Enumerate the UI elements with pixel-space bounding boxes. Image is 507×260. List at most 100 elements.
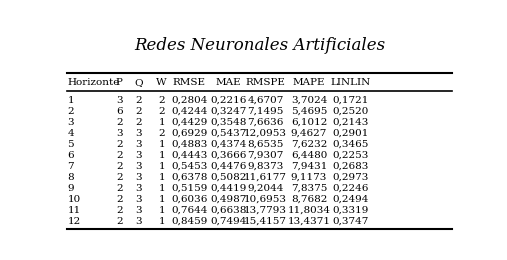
Text: 2: 2 bbox=[136, 107, 142, 116]
Text: 2: 2 bbox=[116, 206, 123, 215]
Text: 2: 2 bbox=[116, 195, 123, 204]
Text: 13,4371: 13,4371 bbox=[287, 217, 331, 226]
Text: 0,3747: 0,3747 bbox=[332, 217, 369, 226]
Text: 0,8459: 0,8459 bbox=[171, 217, 207, 226]
Text: 7,9431: 7,9431 bbox=[291, 162, 327, 171]
Text: 6: 6 bbox=[116, 107, 123, 116]
Text: RMSE: RMSE bbox=[172, 78, 206, 87]
Text: 15,4157: 15,4157 bbox=[244, 217, 287, 226]
Text: 12: 12 bbox=[67, 217, 81, 226]
Text: 3: 3 bbox=[136, 206, 142, 215]
Text: 6,1012: 6,1012 bbox=[291, 118, 327, 127]
Text: 7: 7 bbox=[67, 162, 74, 171]
Text: 0,2901: 0,2901 bbox=[332, 129, 369, 138]
Text: 2: 2 bbox=[136, 118, 142, 127]
Text: 5,4695: 5,4695 bbox=[291, 107, 327, 116]
Text: 0,2216: 0,2216 bbox=[210, 96, 246, 105]
Text: 10: 10 bbox=[67, 195, 81, 204]
Text: 8,6535: 8,6535 bbox=[247, 140, 284, 149]
Text: 3: 3 bbox=[136, 184, 142, 193]
Text: 7,8375: 7,8375 bbox=[291, 184, 327, 193]
Text: 0,2494: 0,2494 bbox=[332, 195, 369, 204]
Text: 7,1495: 7,1495 bbox=[247, 107, 284, 116]
Text: 1: 1 bbox=[158, 195, 165, 204]
Text: MAE: MAE bbox=[215, 78, 241, 87]
Text: 2: 2 bbox=[158, 129, 165, 138]
Text: 1: 1 bbox=[158, 151, 165, 160]
Text: 1: 1 bbox=[67, 96, 74, 105]
Text: 0,3465: 0,3465 bbox=[332, 140, 369, 149]
Text: 0,2143: 0,2143 bbox=[332, 118, 369, 127]
Text: 0,4476: 0,4476 bbox=[210, 162, 246, 171]
Text: 4: 4 bbox=[67, 129, 74, 138]
Text: 2: 2 bbox=[67, 107, 74, 116]
Text: 0,7644: 0,7644 bbox=[171, 206, 207, 215]
Text: 3: 3 bbox=[136, 151, 142, 160]
Text: 7,6636: 7,6636 bbox=[247, 118, 284, 127]
Text: Q: Q bbox=[135, 78, 143, 87]
Text: 0,6638: 0,6638 bbox=[210, 206, 246, 215]
Text: 8,7682: 8,7682 bbox=[291, 195, 327, 204]
Text: 0,2683: 0,2683 bbox=[332, 162, 369, 171]
Text: 0,5437: 0,5437 bbox=[210, 129, 246, 138]
Text: 6: 6 bbox=[67, 151, 74, 160]
Text: 0,4244: 0,4244 bbox=[171, 107, 207, 116]
Text: 12,0953: 12,0953 bbox=[244, 129, 287, 138]
Text: 0,2520: 0,2520 bbox=[332, 107, 369, 116]
Text: 9,2044: 9,2044 bbox=[247, 184, 284, 193]
Text: 0,2253: 0,2253 bbox=[332, 151, 369, 160]
Text: 0,2804: 0,2804 bbox=[171, 96, 207, 105]
Text: 0,5082: 0,5082 bbox=[210, 173, 246, 182]
Text: 11,8034: 11,8034 bbox=[287, 206, 331, 215]
Text: 7,9307: 7,9307 bbox=[247, 151, 284, 160]
Text: 0,6929: 0,6929 bbox=[171, 129, 207, 138]
Text: 0,6378: 0,6378 bbox=[171, 173, 207, 182]
Text: 0,7494: 0,7494 bbox=[210, 217, 246, 226]
Text: 1: 1 bbox=[158, 118, 165, 127]
Text: 0,4883: 0,4883 bbox=[171, 140, 207, 149]
Text: 1: 1 bbox=[158, 140, 165, 149]
Text: 9,1173: 9,1173 bbox=[291, 173, 327, 182]
Text: 0,3666: 0,3666 bbox=[210, 151, 246, 160]
Text: 3: 3 bbox=[136, 162, 142, 171]
Text: 2: 2 bbox=[136, 96, 142, 105]
Text: 10,6953: 10,6953 bbox=[244, 195, 287, 204]
Text: 0,4419: 0,4419 bbox=[210, 184, 246, 193]
Text: 11,6177: 11,6177 bbox=[244, 173, 287, 182]
Text: 11: 11 bbox=[67, 206, 81, 215]
Text: 9,4627: 9,4627 bbox=[291, 129, 327, 138]
Text: 2: 2 bbox=[116, 151, 123, 160]
Text: W: W bbox=[156, 78, 167, 87]
Text: Redes Neuronales Artificiales: Redes Neuronales Artificiales bbox=[134, 37, 385, 54]
Text: 1: 1 bbox=[158, 184, 165, 193]
Text: 9,8373: 9,8373 bbox=[247, 162, 284, 171]
Text: MAPE: MAPE bbox=[293, 78, 325, 87]
Text: 3: 3 bbox=[136, 217, 142, 226]
Text: 2: 2 bbox=[116, 118, 123, 127]
Text: 3: 3 bbox=[67, 118, 74, 127]
Text: 2: 2 bbox=[158, 107, 165, 116]
Text: 0,6036: 0,6036 bbox=[171, 195, 207, 204]
Text: 0,3548: 0,3548 bbox=[210, 118, 246, 127]
Text: 1: 1 bbox=[158, 206, 165, 215]
Text: 3: 3 bbox=[136, 140, 142, 149]
Text: Horizonte: Horizonte bbox=[67, 78, 120, 87]
Text: 0,4987: 0,4987 bbox=[210, 195, 246, 204]
Text: 6,4480: 6,4480 bbox=[291, 151, 327, 160]
Text: LINLIN: LINLIN bbox=[330, 78, 370, 87]
Text: 0,3247: 0,3247 bbox=[210, 107, 246, 116]
Text: 1: 1 bbox=[158, 173, 165, 182]
Text: P: P bbox=[116, 78, 123, 87]
Text: 8: 8 bbox=[67, 173, 74, 182]
Text: 3: 3 bbox=[136, 173, 142, 182]
Text: 0,4374: 0,4374 bbox=[210, 140, 246, 149]
Text: 0,5453: 0,5453 bbox=[171, 162, 207, 171]
Text: RMSPE: RMSPE bbox=[246, 78, 285, 87]
Text: 4,6707: 4,6707 bbox=[247, 96, 284, 105]
Text: 5: 5 bbox=[67, 140, 74, 149]
Text: 2: 2 bbox=[116, 184, 123, 193]
Text: 2: 2 bbox=[116, 173, 123, 182]
Text: 3: 3 bbox=[116, 96, 123, 105]
Text: 0,4429: 0,4429 bbox=[171, 118, 207, 127]
Text: 9: 9 bbox=[67, 184, 74, 193]
